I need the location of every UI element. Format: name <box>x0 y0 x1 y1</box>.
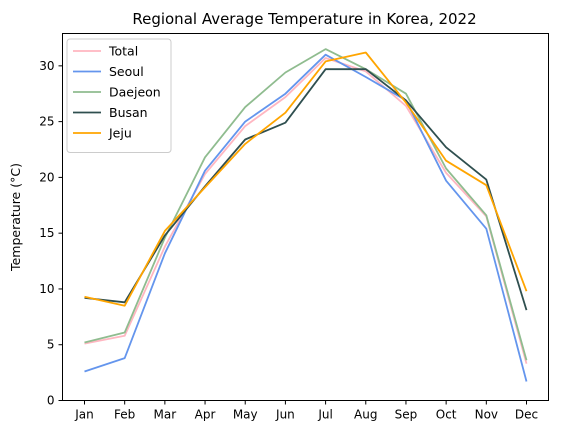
y-tick-label: 15 <box>39 226 54 240</box>
y-axis-label: Temperature (°C) <box>8 163 23 272</box>
x-tick-label: Jan <box>74 408 94 422</box>
plot-series <box>84 48 528 382</box>
legend-label: Busan <box>109 105 148 120</box>
y-tick-label: 30 <box>39 59 54 73</box>
plot-frame <box>62 33 549 401</box>
legend-label: Total <box>108 44 138 59</box>
y-tick-label: 10 <box>39 282 54 296</box>
x-tick-label: Aug <box>354 408 377 422</box>
y-tick-label: 25 <box>39 115 54 129</box>
series-line-total <box>84 57 528 364</box>
series-line-busan <box>84 68 528 311</box>
x-tick-label: Nov <box>475 408 498 422</box>
legend-label: Daejeon <box>109 85 161 100</box>
series-line-jeju <box>84 51 528 307</box>
chart-title: Regional Average Temperature in Korea, 2… <box>132 10 476 28</box>
legend-box <box>66 38 172 153</box>
x-tick-label: Jul <box>317 408 332 422</box>
y-axis: 0 5 10 15 20 25 30 <box>39 59 63 408</box>
x-tick-label: May <box>233 408 258 422</box>
y-tick-label: 0 <box>47 394 55 408</box>
x-axis: Jan Feb Mar Apr May Jun Jul Aug Sep Oct Nov Dec <box>74 400 538 422</box>
x-tick-label: Mar <box>154 408 177 422</box>
x-tick-label: Apr <box>195 408 216 422</box>
series-line-seoul <box>84 53 528 382</box>
x-tick-label: Jun <box>275 408 295 422</box>
y-tick-label: 20 <box>39 170 54 184</box>
x-tick-label: Dec <box>515 408 538 422</box>
legend-label: Jeju <box>108 126 132 141</box>
x-tick-label: Oct <box>436 408 457 422</box>
legend: Total Seoul Daejeon Busan Jeju <box>66 38 172 153</box>
series-line-daejeon <box>84 48 528 361</box>
y-tick-label: 5 <box>47 338 55 352</box>
legend-label: Seoul <box>109 64 144 79</box>
x-tick-label: Feb <box>114 408 135 422</box>
x-tick-label: Sep <box>395 408 418 422</box>
